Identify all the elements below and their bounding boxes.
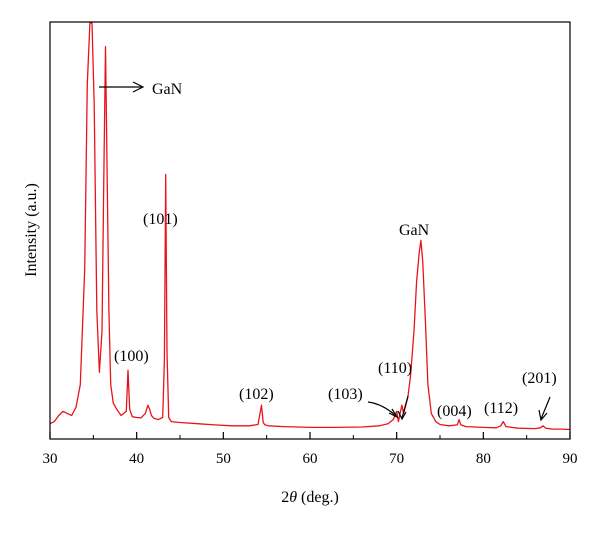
- x-tick-label: 50: [216, 451, 231, 467]
- y-axis-title: Intensity (a.u.): [23, 183, 40, 277]
- gan-arrow-1-head: [132, 81, 145, 93]
- arrow-103-head: [388, 408, 399, 419]
- x-tick-label: 70: [389, 451, 404, 467]
- plot-frame: [49, 21, 571, 440]
- annotation-103: (103): [328, 386, 363, 403]
- x-axis-title: 2θ (deg.): [281, 489, 339, 506]
- annotation-100: (100): [114, 348, 149, 365]
- x-tick-label: 30: [43, 451, 58, 467]
- annotation-004: (004): [437, 403, 472, 420]
- x-tick-label: 80: [476, 451, 491, 467]
- x-tick-label: 60: [303, 451, 318, 467]
- arrow-201-head: [538, 409, 548, 422]
- annotation-201: (201): [522, 370, 557, 387]
- annotation-101: (101): [143, 211, 178, 228]
- annotation-112: (112): [484, 400, 518, 417]
- x-tick-label: 40: [129, 451, 144, 467]
- x-axis-title-theta: θ: [289, 489, 297, 506]
- annotation-arrows: [99, 81, 551, 422]
- x-axis-title-suffix: (deg.): [297, 489, 339, 506]
- x-axis-title-prefix: 2: [281, 489, 289, 506]
- annotation-102: (102): [239, 386, 274, 403]
- arrow-110: [401, 395, 409, 419]
- annotation-110: (110): [378, 360, 412, 377]
- annotation-gan-2: GaN: [399, 222, 430, 239]
- arrow-103: [367, 401, 397, 417]
- x-tick-label: 90: [563, 451, 578, 467]
- annotation-gan-1: GaN: [152, 81, 183, 98]
- series-line-xrd: [49, 22, 571, 431]
- arrow-110-head: [397, 410, 407, 421]
- peak-labels: GaN (101) (100) (102) GaN (103) (110) (0…: [114, 81, 557, 420]
- arrow-201: [540, 396, 551, 420]
